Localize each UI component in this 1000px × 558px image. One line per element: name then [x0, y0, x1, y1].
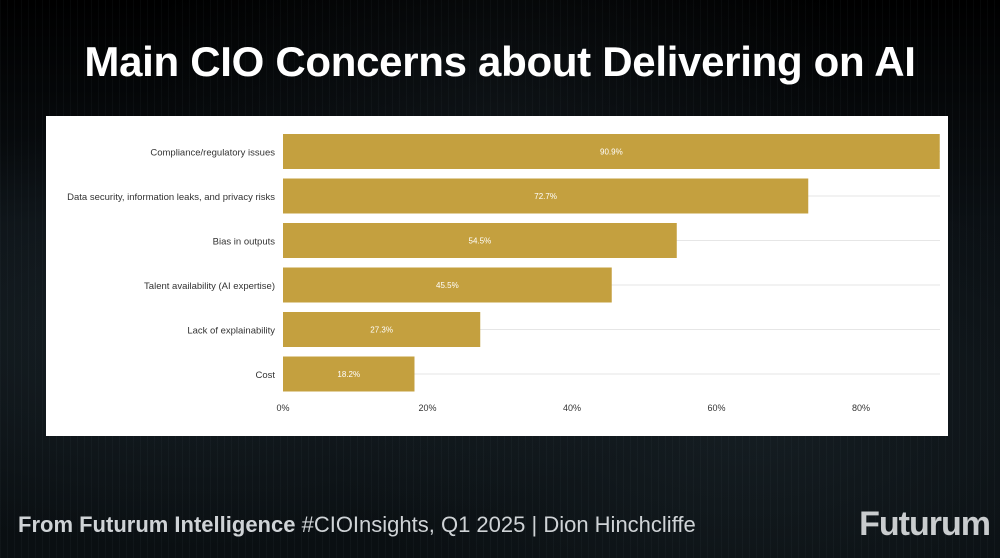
- x-tick-label: 0%: [276, 403, 289, 413]
- data-label: 72.7%: [534, 192, 557, 201]
- category-label: Compliance/regulatory issues: [150, 148, 275, 159]
- bar: [283, 312, 481, 347]
- data-label: 18.2%: [337, 370, 360, 379]
- data-label: 54.5%: [469, 237, 492, 246]
- source-details: #CIOInsights, Q1 2025 | Dion Hinchcliffe: [295, 512, 696, 537]
- category-label: Bias in outputs: [213, 237, 276, 248]
- data-label: 45.5%: [436, 281, 459, 290]
- data-label: 90.9%: [600, 148, 623, 157]
- x-tick-label: 60%: [707, 403, 725, 413]
- x-tick-label: 40%: [563, 403, 581, 413]
- source-org: From Futurum Intelligence: [18, 512, 296, 537]
- x-tick-label: 80%: [852, 403, 870, 413]
- futurum-logo: Futurum: [859, 505, 991, 543]
- bar: [283, 356, 415, 392]
- chart-panel: Compliance/regulatory issues 90.9% Data se…: [46, 116, 948, 436]
- bar: [283, 178, 809, 214]
- bar-chart: Compliance/regulatory issues 90.9% Data se…: [67, 134, 940, 413]
- source-footer: From Futurum Intelligence #CIOInsights, …: [18, 512, 696, 538]
- category-label: Lack of explainability: [187, 326, 275, 337]
- category-label: Data security, information leaks, and pr…: [67, 192, 275, 203]
- bar: [283, 223, 677, 258]
- category-label: Cost: [255, 370, 275, 381]
- data-label: 27.3%: [370, 326, 393, 335]
- category-label: Talent availability (AI expertise): [144, 281, 275, 292]
- bar: [283, 267, 612, 303]
- x-tick-label: 20%: [418, 403, 436, 413]
- page-title: Main CIO Concerns about Delivering on AI: [84, 38, 916, 85]
- bar: [283, 134, 940, 169]
